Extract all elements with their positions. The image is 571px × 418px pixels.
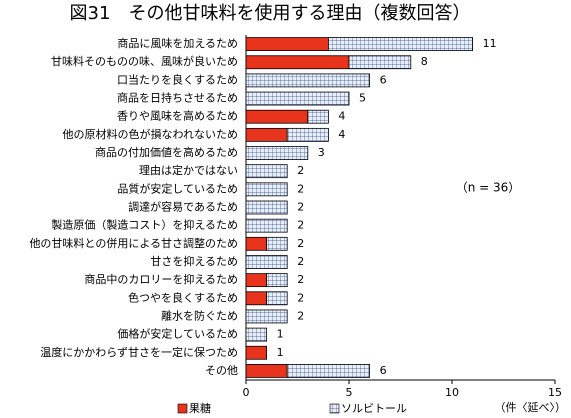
bar-segment [245,127,288,142]
data-label: 2 [297,291,304,304]
bar-segment [348,55,412,70]
bar-segment [266,291,288,306]
bar-segment [245,255,288,269]
y-tick-label: 理由は定かではない [139,163,238,177]
bar-segment [245,273,268,288]
data-label: 2 [297,255,304,268]
bar-segment [245,309,288,324]
x-tick-label: 5 [346,386,353,399]
y-tick-label: 調達が容易であるため [128,200,238,214]
bar-segment [245,291,268,306]
y-tick-label: 色つやを良くするため [128,290,238,304]
annotation: （n = 36） [456,181,521,195]
data-label: 4 [338,128,345,141]
bar-segment [245,327,268,342]
data-label: 2 [297,164,304,177]
chart-title: 図31 その他甘味料を使用する理由（複数回答） [70,3,471,24]
bar-segment [245,55,350,70]
bar-segment [245,37,329,51]
data-label: 3 [318,146,325,159]
x-tick-label: 0 [243,386,250,399]
x-tick-label: 15 [548,386,562,399]
data-label: 2 [297,219,304,232]
y-tick-label: 甘味料そのものの味、風味が良いため [51,54,238,68]
y-tick-label: 商品に風味を加えるため [117,36,238,50]
data-label: 8 [421,55,428,68]
bar-segment [327,37,473,51]
bar-segment [245,73,370,88]
bar-segment [245,91,350,106]
bar-segment [245,109,309,124]
y-tick-label: 香りや風味を高めるため [117,109,238,123]
data-label: 1 [277,328,284,341]
y-tick-label: 温度にかかわらず甘さを一定に保つため [40,345,238,359]
bar-segment [266,236,288,251]
y-tick-label: 商品中のカロリーを抑えるため [84,272,238,286]
legend-label: ソルビトール [341,402,407,415]
y-tick-label: 離水を防ぐため [161,308,238,322]
bar-segment [266,273,288,288]
bar-segment [245,146,309,160]
y-tick-label: 商品の付加価値を高めるため [95,145,238,159]
y-tick-label: 他の原材料の色が損なわれないため [63,127,238,141]
bar-segment [245,218,288,233]
bar-segment [245,164,288,179]
bar-segment [245,236,268,251]
y-tick-label: 商品を日持ちさせるため [117,91,238,105]
data-label: 4 [338,110,345,123]
x-tick-label: 10 [445,386,459,399]
data-label: 6 [380,364,387,377]
x-axis-label: （件〈延べ〉） [495,401,567,414]
y-tick-label: 他の甘味料との併用による甘さ調整のため [29,236,238,250]
data-label: 11 [483,37,497,50]
y-tick-label: 製造原価（製造コスト）を抑えるため [51,218,238,232]
bar-segment [245,182,288,197]
y-tick-label: 価格が安定しているため [117,327,238,341]
y-tick-label: 口当たりを良くするため [117,72,238,86]
legend-swatch [329,403,340,414]
bar-segment [245,200,288,215]
y-tick-label: 甘さを抑えるため [150,254,238,268]
bar-segment [245,364,288,378]
data-label: 5 [359,92,366,105]
data-label: 6 [380,73,387,86]
data-label: 1 [277,346,284,359]
data-label: 2 [297,182,304,195]
y-tick-label: その他 [205,364,238,377]
data-label: 2 [297,309,304,322]
data-label: 2 [297,201,304,214]
bar-segment [286,364,371,378]
data-label: 2 [297,273,304,286]
data-label: 2 [297,237,304,250]
y-tick-label: 品質が安定しているため [117,181,238,195]
bar-segment [245,345,268,360]
legend-label: 果糖 [189,401,211,415]
bar-segment [307,109,329,124]
legend-swatch [177,403,188,414]
bar-segment [286,127,329,142]
